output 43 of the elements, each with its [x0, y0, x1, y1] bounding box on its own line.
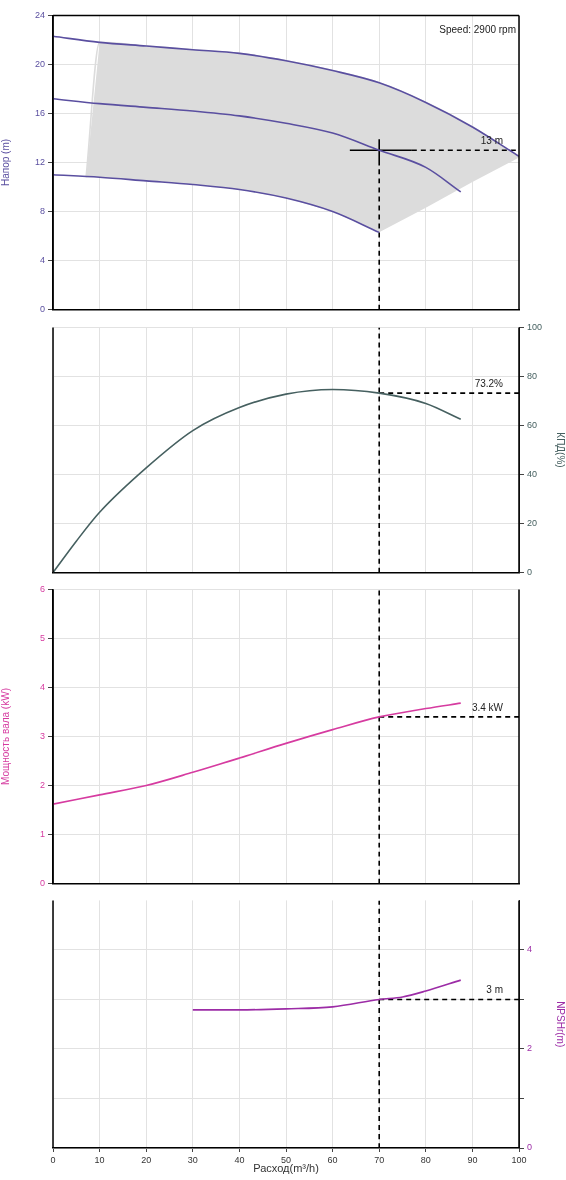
y2-tick-label: 40 — [527, 469, 538, 479]
series-label: 3.4 kW — [471, 701, 504, 713]
y-axis-title: Мощность вала (kW) — [0, 688, 11, 785]
y-tick-label: 4 — [39, 681, 45, 692]
x-tick-label: 100 — [511, 1154, 527, 1165]
x-tick-label: 50 — [280, 1154, 292, 1165]
x-tick-label: 60 — [327, 1154, 338, 1165]
x-tick-label: 0 — [50, 1154, 56, 1165]
y2-tick-label: 4 — [527, 944, 533, 955]
y-tick-label: 20 — [34, 58, 45, 69]
x-tick-label: 10 — [94, 1154, 105, 1165]
x-axis-title: Расход(m³/h) — [253, 1162, 319, 1175]
y-tick-label: 1 — [39, 829, 45, 840]
y2-tick-label: 20 — [527, 518, 538, 529]
y-tick-label: 16 — [34, 107, 45, 118]
y2-axis-title: NPSHr(m) — [555, 1001, 566, 1048]
y2-tick-label: 100 — [527, 321, 543, 332]
y2-tick-label: 0 — [527, 567, 533, 578]
y2-axis-title: КПД(%) — [555, 432, 566, 468]
y-tick-label: 8 — [39, 206, 45, 217]
y-tick-label: 0 — [39, 304, 45, 315]
y-tick-label: 6 — [39, 583, 45, 594]
x-tick-label: 40 — [234, 1154, 245, 1165]
x-tick-label: 80 — [420, 1154, 431, 1165]
y-tick-label: 4 — [39, 255, 45, 266]
y-tick-label: 3 — [39, 730, 45, 741]
x-tick-label: 70 — [374, 1154, 385, 1165]
x-tick-label: 20 — [141, 1154, 152, 1165]
y-tick-label: 0 — [39, 878, 45, 889]
y2-tick-label: 2 — [527, 1043, 533, 1054]
y-tick-label: 2 — [39, 780, 45, 791]
y2-tick-label: 60 — [527, 419, 538, 430]
series-label: 3 m — [486, 984, 503, 996]
y2-tick-label: 80 — [527, 370, 538, 381]
y2-tick-label: 0 — [527, 1142, 533, 1153]
x-tick-label: 90 — [467, 1154, 478, 1165]
series-label: 73.2% — [474, 377, 504, 389]
y-tick-label: 12 — [34, 156, 45, 167]
x-tick-label: 30 — [187, 1154, 198, 1165]
annotation: Speed: 2900 rpm — [439, 24, 516, 36]
y-tick-label: 24 — [34, 9, 45, 20]
y-tick-label: 5 — [39, 632, 45, 643]
y-axis-title: Напор (m) — [0, 138, 11, 187]
